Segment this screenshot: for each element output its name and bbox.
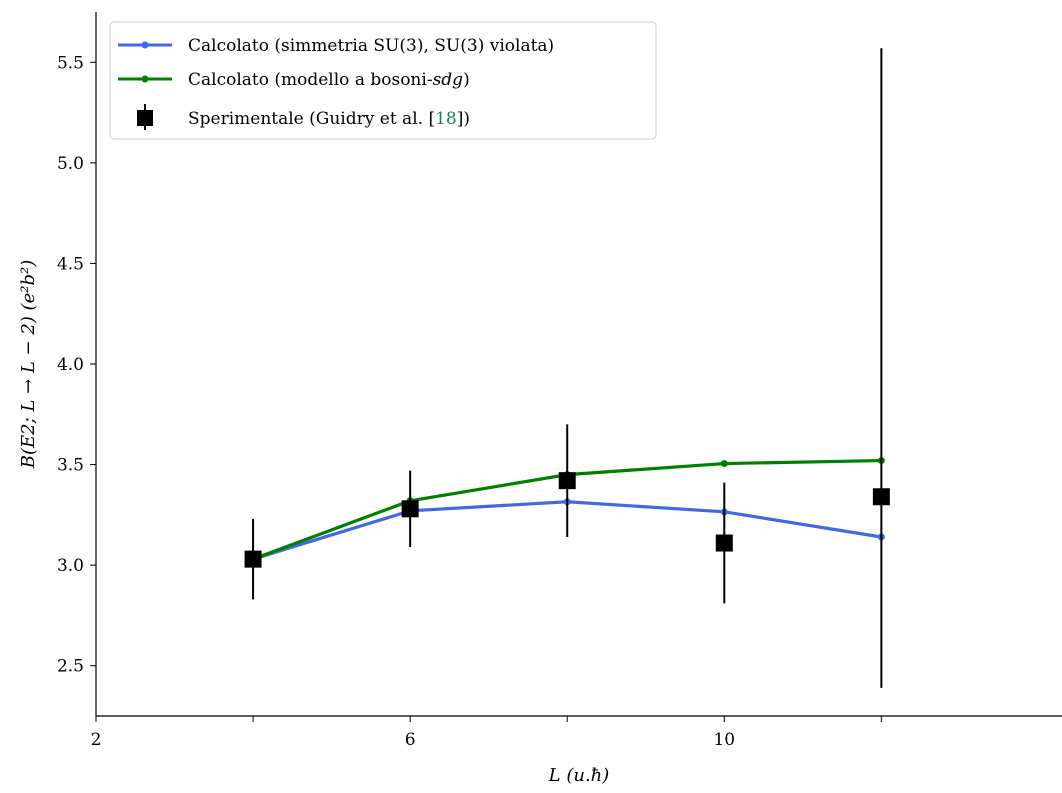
plot-area xyxy=(244,48,890,688)
x-tick-label: 6 xyxy=(405,730,416,750)
legend-box xyxy=(109,21,657,140)
x-axis-label: L (u.ħ) xyxy=(548,765,610,786)
x-tick-label: 2 xyxy=(91,730,102,750)
legend-marker-su3 xyxy=(141,41,149,49)
legend-label-sdg: Calcolato (modello a bosoni-sdg) xyxy=(188,70,470,90)
y-tick-label: 2.5 xyxy=(57,657,84,677)
axes: 2 6 10 2.5 3.0 3.5 4.0 4.5 5.0 5.5 xyxy=(57,12,1062,750)
experimental-point xyxy=(715,534,733,552)
series-2-point xyxy=(720,460,728,468)
y-tick-label: 3.5 xyxy=(57,456,84,476)
y-tick-label: 3.0 xyxy=(57,556,84,576)
y-axis-label: B(E2; L → L − 2) (e²b²) xyxy=(18,260,39,469)
legend-label-exp-prefix: Sperimentale (Guidry et al. [ xyxy=(188,109,435,129)
legend-label-exp-suffix: ]) xyxy=(457,109,470,129)
experimental-point xyxy=(401,500,419,518)
experimental-point xyxy=(872,488,890,506)
legend-marker-exp xyxy=(137,110,153,126)
legend-label-exp-ref[interactable]: 18 xyxy=(435,109,457,129)
y-tick-label: 4.5 xyxy=(57,254,84,274)
legend: Calcolato (simmetria SU(3), SU(3) violat… xyxy=(109,21,657,140)
y-tick-label: 5.0 xyxy=(57,154,84,174)
y-tick-label: 4.0 xyxy=(57,355,84,375)
legend-marker-sdg xyxy=(141,75,149,83)
experimental-point xyxy=(558,472,576,490)
experimental-point xyxy=(244,550,262,568)
x-tick-label: 10 xyxy=(713,730,735,750)
legend-label-sdg-italic: sdg xyxy=(433,70,464,90)
legend-label-su3: Calcolato (simmetria SU(3), SU(3) violat… xyxy=(188,36,554,56)
legend-label-exp: Sperimentale (Guidry et al. [18]) xyxy=(188,109,470,129)
legend-label-sdg-suffix: ) xyxy=(463,70,470,90)
y-tick-label: 5.5 xyxy=(57,53,84,73)
legend-label-sdg-prefix: Calcolato (modello a bosoni- xyxy=(188,70,433,90)
